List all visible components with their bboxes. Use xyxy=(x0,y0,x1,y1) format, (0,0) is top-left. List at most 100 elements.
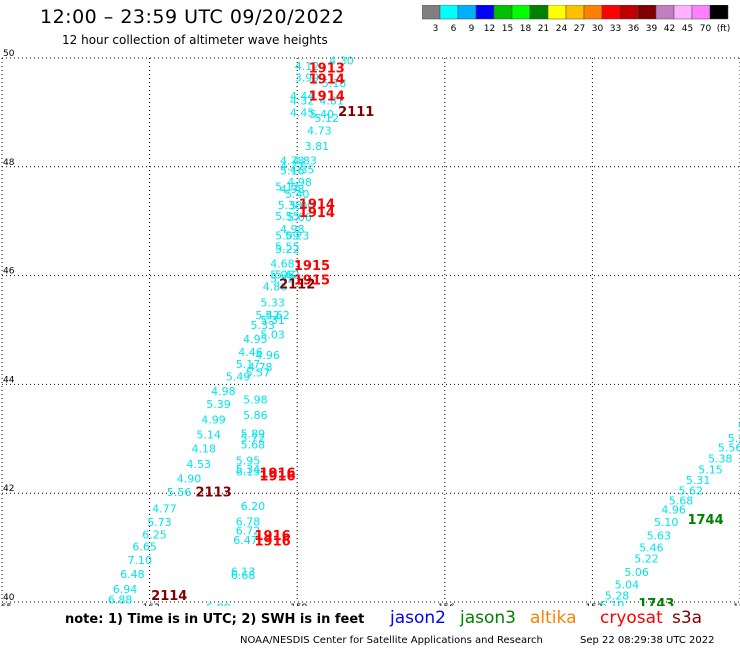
satellite-legend-s3a: s3a xyxy=(672,608,703,628)
x-tick-label: -165 xyxy=(0,603,12,606)
wave-height-point: 5.00 xyxy=(290,200,315,213)
legend-swatch xyxy=(709,5,729,20)
legend-label: 42 xyxy=(664,24,675,34)
wave-height-point: 4.45 xyxy=(290,106,315,119)
wave-height-point: 5.22 xyxy=(275,243,300,256)
wave-height-point: 5.42 xyxy=(255,309,280,322)
wave-height-point: 7.10 xyxy=(128,554,153,567)
wave-height-map: -165 -162 -159 -156 -153 -150 40 42 44 46 48 50 4.30… xyxy=(0,49,740,606)
wave-height-point: 5.34 xyxy=(236,463,261,476)
wave-height-point: 5.12 xyxy=(314,112,339,125)
wave-height-point: 5.42 xyxy=(270,272,295,285)
wave-height-point: 6.19 xyxy=(236,466,261,479)
wave-height-point: 4.44 xyxy=(290,90,315,103)
wave-height-point: 6.13 xyxy=(231,566,256,579)
pass-time-label: 1916 xyxy=(255,535,291,550)
satellite-legend-jason3: jason3 xyxy=(460,608,516,628)
wave-height-point: 5.55 xyxy=(275,240,300,253)
wave-height-point: 5.06 xyxy=(624,566,649,579)
wave-height-point: 5.14 xyxy=(196,429,221,442)
wave-height-point: 4.86 xyxy=(263,281,288,294)
wave-height-point: 5.33 xyxy=(251,319,276,332)
wave-height-point: 5.62 xyxy=(275,269,300,282)
pass-time-label: 2114 xyxy=(151,589,187,604)
wave-height-point: 4.35 xyxy=(290,164,315,177)
wave-height-point: 5.04 xyxy=(615,579,640,592)
wave-height-point: 4.46 xyxy=(238,346,263,359)
wave-height-point: 5.63 xyxy=(647,530,672,543)
pass-time-label: 1915 xyxy=(294,274,330,289)
wave-height-point: 5.56 xyxy=(718,442,740,455)
legend-label: 24 xyxy=(556,24,568,34)
wave-height-point: 5.56 xyxy=(167,486,192,499)
wave-height-point: 6.47 xyxy=(233,534,258,547)
wave-height-point: 4.32 xyxy=(290,95,315,108)
y-tick-label: 44 xyxy=(3,375,15,385)
wave-height-point: 5.16 xyxy=(280,165,305,178)
wave-height-point: 4.98 xyxy=(280,223,305,236)
legend-label: (ft) xyxy=(717,24,731,34)
wave-height-point: 4.83 xyxy=(292,154,317,167)
wave-height-point: 5.09 xyxy=(275,229,300,242)
wave-height-point: 4.95 xyxy=(243,333,268,346)
pass-time-label: 1914 xyxy=(299,197,335,212)
wave-height-point: 5.49 xyxy=(226,370,251,383)
wave-height-point: 5.38 xyxy=(278,199,303,212)
x-tick-label: -156 xyxy=(435,603,456,606)
wave-height-point: 4.77 xyxy=(152,503,177,516)
x-tick-label: -150 xyxy=(730,603,740,606)
wave-height-point: 4.78 xyxy=(248,361,273,374)
page-subtitle: 12 hour collection of altimeter wave hei… xyxy=(62,33,328,47)
wave-height-point: 5.18 xyxy=(322,77,347,90)
wave-height-point: 5.62 xyxy=(679,485,704,498)
wave-height-point: 4.12 xyxy=(295,60,320,73)
wave-height-point: 4.78 xyxy=(280,154,305,167)
wave-height-point: 5.33 xyxy=(260,296,285,309)
wave-height-point: 5.89 xyxy=(206,602,231,606)
legend-label: 9 xyxy=(469,24,475,34)
footer-note: note: 1) Time is in UTC; 2) SWH is in fe… xyxy=(65,612,365,627)
wave-height-point: 6.94 xyxy=(113,583,138,596)
wave-height-point: 4.98 xyxy=(211,385,236,398)
legend-label: 12 xyxy=(484,24,495,34)
legend-label: 15 xyxy=(502,24,513,34)
legend-label: 33 xyxy=(610,24,621,34)
page-title: 12:00 – 23:59 UTC 09/20/2022 xyxy=(40,6,345,28)
wave-height-point: 4.98 xyxy=(280,183,305,196)
wave-height-point: 3.81 xyxy=(305,140,330,153)
wave-height-point: 5.57 xyxy=(246,367,271,380)
wave-height-point: 5.17 xyxy=(236,358,261,371)
wave-height-point: 6.68 xyxy=(231,569,256,582)
y-tick-label: 48 xyxy=(3,158,15,168)
legend-label: 18 xyxy=(520,24,532,34)
x-tick-label: -159 xyxy=(287,603,308,606)
wave-height-point: 5.62 xyxy=(265,309,290,322)
legend-label: 6 xyxy=(451,24,457,34)
wave-height-point: 6.48 xyxy=(120,568,145,581)
y-tick-label: 42 xyxy=(3,484,14,494)
wave-height-point: 5.73 xyxy=(147,516,172,529)
legend-label: 45 xyxy=(682,24,693,34)
wave-height-point: 5.31 xyxy=(686,474,711,487)
satellite-legend-altika: altika xyxy=(530,608,577,628)
wave-height-point: 5.12 xyxy=(275,180,300,193)
generated-timestamp: Sep 22 08:29:38 UTC 2022 xyxy=(580,635,715,646)
wave-height-point: 4.18 xyxy=(191,443,216,456)
wave-height-point: 5.23 xyxy=(285,229,310,242)
pass-time-label: 1743 xyxy=(638,597,674,606)
wave-height-point: 4.77 xyxy=(280,160,305,173)
wave-height-point: 5.54 xyxy=(728,432,740,445)
wave-height-point: 5.10 xyxy=(600,599,625,606)
wave-height-point: 4.73 xyxy=(307,124,332,137)
wave-height-point: 6.20 xyxy=(241,500,266,513)
pass-time-label: 1913 xyxy=(309,61,345,76)
pass-time-label: 2112 xyxy=(279,277,315,292)
wave-height-point: 6.25 xyxy=(142,529,167,542)
wave-height-point: 5.03 xyxy=(260,328,285,341)
wave-height-point: 3.99 xyxy=(295,72,320,85)
wave-height-point: 5.89 xyxy=(241,427,266,440)
wave-height-point: 6.72 xyxy=(236,524,261,537)
wave-height-point: 5.32 xyxy=(738,421,740,434)
wave-height-point: 5.06 xyxy=(287,211,312,224)
pass-time-label: 1916 xyxy=(255,529,291,544)
